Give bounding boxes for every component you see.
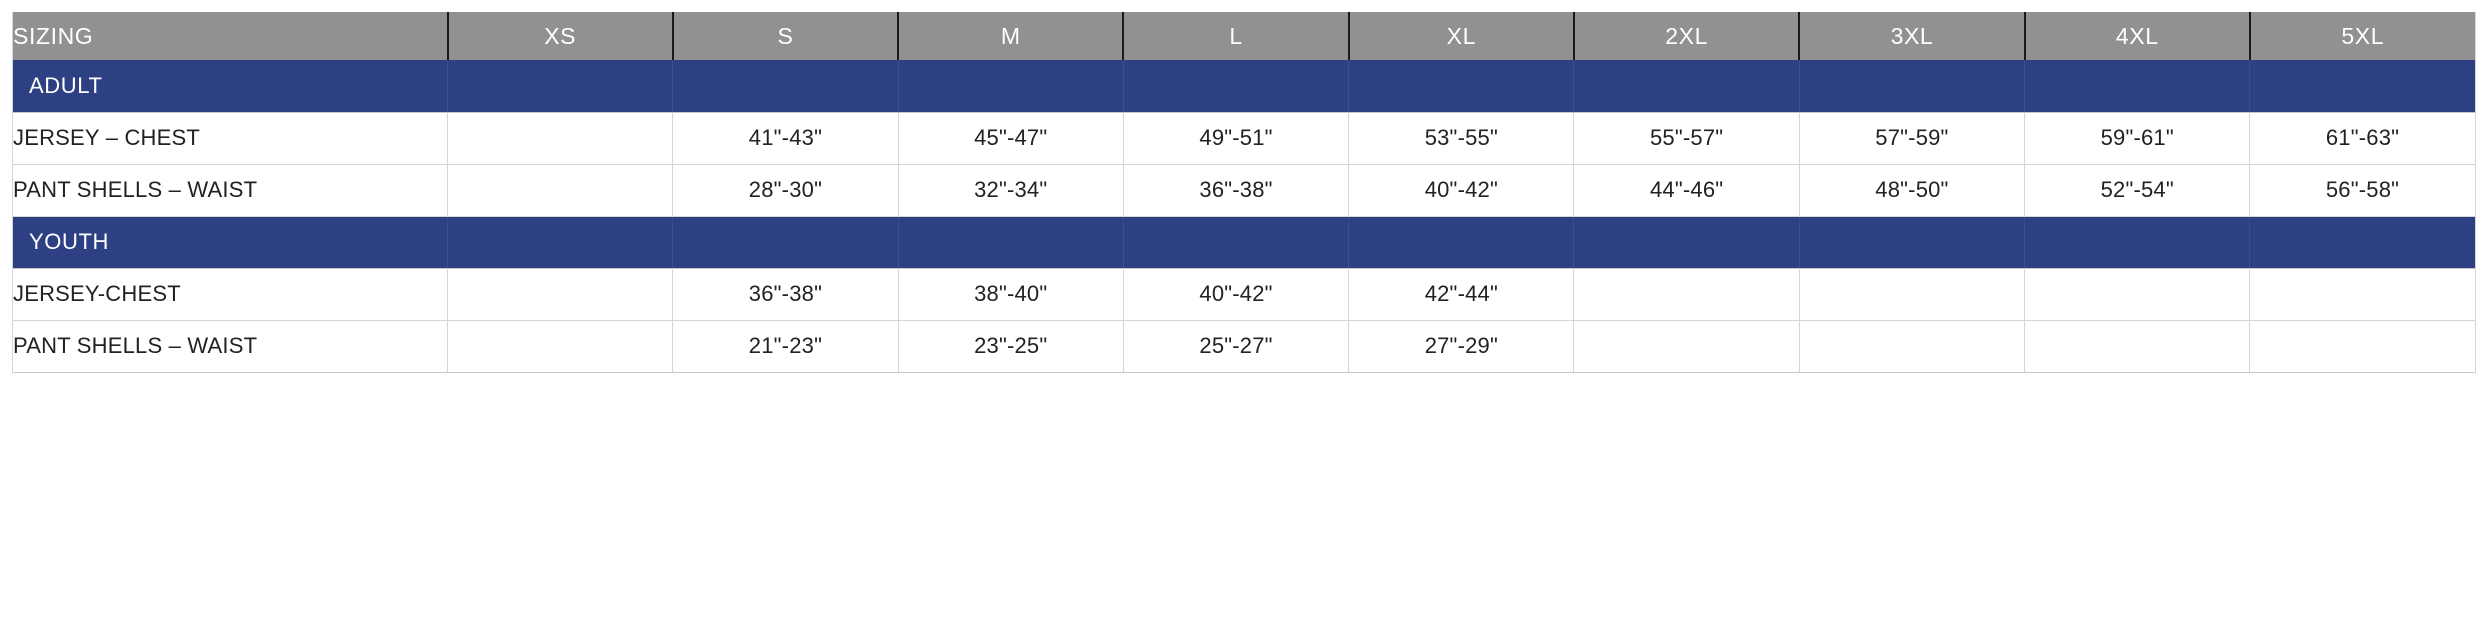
- measurement-cell: [2024, 268, 2251, 321]
- measurement-cell: 44"-46": [1573, 164, 1800, 217]
- table-header: SIZING XS S M L XL 2XL 3XL 4XL 5XL: [12, 12, 2476, 60]
- row-label: JERSEY-CHEST: [12, 268, 448, 321]
- measurement-cell: 36"-38": [672, 268, 899, 321]
- section-spacer-cell: [672, 60, 899, 113]
- row-label: PANT SHELLS – WAIST: [12, 320, 448, 373]
- measurement-cell: [2249, 268, 2476, 321]
- measurement-cell: 52"-54": [2024, 164, 2251, 217]
- section-spacer-cell: [2024, 216, 2251, 269]
- header-cell-size-2xl: 2XL: [1573, 12, 1801, 60]
- measurement-cell: [1799, 268, 2026, 321]
- section-title-youth: YOUTH: [12, 216, 448, 269]
- header-cell-size-s: S: [672, 12, 900, 60]
- measurement-cell: [1573, 268, 1800, 321]
- measurement-cell: [1573, 320, 1800, 373]
- row-label: PANT SHELLS – WAIST: [12, 164, 448, 217]
- header-cell-size-xs: XS: [447, 12, 674, 60]
- table-row: PANT SHELLS – WAIST 28"-30" 32"-34" 36"-38"…: [12, 164, 2476, 217]
- measurement-cell: 38"-40": [898, 268, 1124, 321]
- measurement-cell: 40"-42": [1123, 268, 1350, 321]
- section-spacer-cell: [1348, 60, 1575, 113]
- header-cell-size-5xl: 5XL: [2249, 12, 2476, 60]
- section-spacer-cell: [1348, 216, 1575, 269]
- header-cell-size-xl: XL: [1348, 12, 1575, 60]
- measurement-cell: 25"-27": [1123, 320, 1350, 373]
- section-spacer-cell: [898, 216, 1124, 269]
- measurement-cell: 55"-57": [1573, 112, 1800, 165]
- measurement-cell: [2249, 320, 2476, 373]
- header-cell-size-m: M: [898, 12, 1125, 60]
- measurement-cell: 32"-34": [898, 164, 1124, 217]
- measurement-cell: 41"-43": [672, 112, 899, 165]
- measurement-cell: 53"-55": [1348, 112, 1575, 165]
- table-body: ADULT JERSEY – CHEST 41"-43" 45"-47" 49"-51"…: [12, 60, 2476, 373]
- header-cell-size-3xl: 3XL: [1799, 12, 2026, 60]
- section-spacer-cell: [2249, 60, 2476, 113]
- measurement-cell: 59"-61": [2024, 112, 2251, 165]
- measurement-cell: 49"-51": [1123, 112, 1350, 165]
- measurement-cell: 28"-30": [672, 164, 899, 217]
- measurement-cell: 23"-25": [898, 320, 1124, 373]
- measurement-cell: 40"-42": [1348, 164, 1575, 217]
- measurement-cell: [447, 164, 674, 217]
- measurement-cell: [1799, 320, 2026, 373]
- section-row-adult: ADULT: [12, 60, 2476, 113]
- section-spacer-cell: [1799, 216, 2026, 269]
- measurement-cell: 57"-59": [1799, 112, 2026, 165]
- section-spacer-cell: [1123, 60, 1350, 113]
- measurement-cell: [2024, 320, 2251, 373]
- table-row: JERSEY – CHEST 41"-43" 45"-47" 49"-51" 53"-5…: [12, 112, 2476, 165]
- measurement-cell: [447, 320, 674, 373]
- measurement-cell: 42"-44": [1348, 268, 1575, 321]
- measurement-cell: 61"-63": [2249, 112, 2476, 165]
- section-spacer-cell: [1799, 60, 2026, 113]
- measurement-cell: [447, 112, 674, 165]
- measurement-cell: 48"-50": [1799, 164, 2026, 217]
- measurement-cell: 21"-23": [672, 320, 899, 373]
- table-row: JERSEY-CHEST 36"-38" 38"-40" 40"-42" 42"-44": [12, 268, 2476, 321]
- header-row: SIZING XS S M L XL 2XL 3XL 4XL 5XL: [12, 12, 2476, 60]
- sizing-chart: SIZING XS S M L XL 2XL 3XL 4XL 5XL ADULT JERSEY – …: [12, 12, 2476, 590]
- measurement-cell: [447, 268, 674, 321]
- section-spacer-cell: [1123, 216, 1350, 269]
- measurement-cell: 36"-38": [1123, 164, 1350, 217]
- sizing-table: SIZING XS S M L XL 2XL 3XL 4XL 5XL ADULT JERSEY – …: [12, 12, 2476, 373]
- measurement-cell: 27"-29": [1348, 320, 1575, 373]
- header-cell-sizing: SIZING: [12, 12, 449, 60]
- header-cell-size-l: L: [1123, 12, 1350, 60]
- measurement-cell: 45"-47": [898, 112, 1124, 165]
- row-label: JERSEY – CHEST: [12, 112, 448, 165]
- section-spacer-cell: [447, 60, 674, 113]
- header-cell-size-4xl: 4XL: [2024, 12, 2251, 60]
- section-spacer-cell: [898, 60, 1124, 113]
- table-row: PANT SHELLS – WAIST 21"-23" 23"-25" 25"-27"…: [12, 320, 2476, 373]
- section-spacer-cell: [672, 216, 899, 269]
- section-spacer-cell: [447, 216, 674, 269]
- section-spacer-cell: [1573, 216, 1800, 269]
- section-spacer-cell: [2249, 216, 2476, 269]
- section-spacer-cell: [2024, 60, 2251, 113]
- section-title-adult: ADULT: [12, 60, 448, 113]
- section-row-youth: YOUTH: [12, 216, 2476, 269]
- measurement-cell: 56"-58": [2249, 164, 2476, 217]
- section-spacer-cell: [1573, 60, 1800, 113]
